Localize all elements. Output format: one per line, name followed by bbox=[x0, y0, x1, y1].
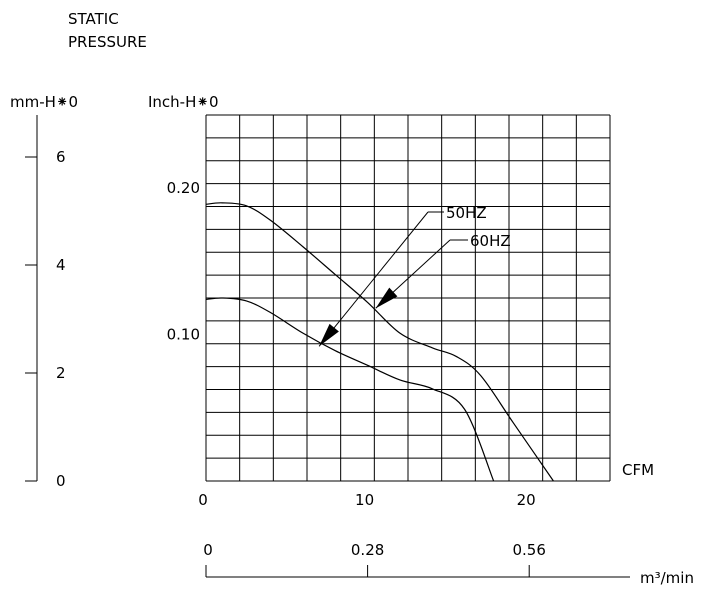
x-tick-label: 20 bbox=[517, 491, 536, 509]
data-series bbox=[205, 202, 554, 482]
secondary-axis-tick-label: 0 bbox=[203, 541, 213, 559]
left-axis-tick-label: 6 bbox=[56, 148, 66, 166]
annotation-60hz: 60HZ bbox=[470, 232, 511, 250]
y-tick-labels: 0.10 0.20 bbox=[167, 179, 200, 343]
x-tick-labels: 0 10 20 bbox=[198, 491, 536, 509]
annotation-arrowhead bbox=[319, 323, 339, 347]
annotations: 50HZ 60HZ bbox=[318, 204, 511, 347]
x-axis-label: CFM bbox=[622, 461, 654, 479]
chart-title-line-2: PRESSURE bbox=[68, 33, 147, 51]
left-axis-tick-label: 2 bbox=[56, 364, 66, 382]
secondary-axis-tick-label: 0.56 bbox=[512, 541, 545, 559]
left-axis: 0 2 4 6 bbox=[25, 115, 66, 490]
x-tick-label: 10 bbox=[355, 491, 374, 509]
left-axis-label: mm-H⁕0 bbox=[10, 93, 78, 111]
left-axis-tick-label: 4 bbox=[56, 256, 66, 274]
series-line-50hz bbox=[205, 297, 495, 482]
annotation-leader bbox=[318, 211, 429, 347]
y-tick-label: 0.10 bbox=[167, 326, 200, 344]
annotation-50hz: 50HZ bbox=[446, 204, 487, 222]
left-axis-tick-label: 0 bbox=[56, 472, 66, 490]
secondary-x-axis: 0 0.28 0.56 bbox=[203, 541, 630, 578]
secondary-x-axis-label: m³/min bbox=[640, 569, 694, 587]
secondary-axis-tick-label: 0.28 bbox=[351, 541, 384, 559]
series-line-60hz bbox=[205, 202, 554, 482]
chart-title: STATIC PRESSURE bbox=[68, 10, 147, 51]
y-axis-label: Inch-H⁕0 bbox=[148, 93, 219, 111]
x-tick-label: 0 bbox=[198, 491, 208, 509]
y-tick-label: 0.20 bbox=[167, 179, 200, 197]
annotation-arrowhead bbox=[375, 287, 398, 309]
chart-title-line-1: STATIC bbox=[68, 10, 119, 28]
chart-grid bbox=[205, 114, 611, 482]
